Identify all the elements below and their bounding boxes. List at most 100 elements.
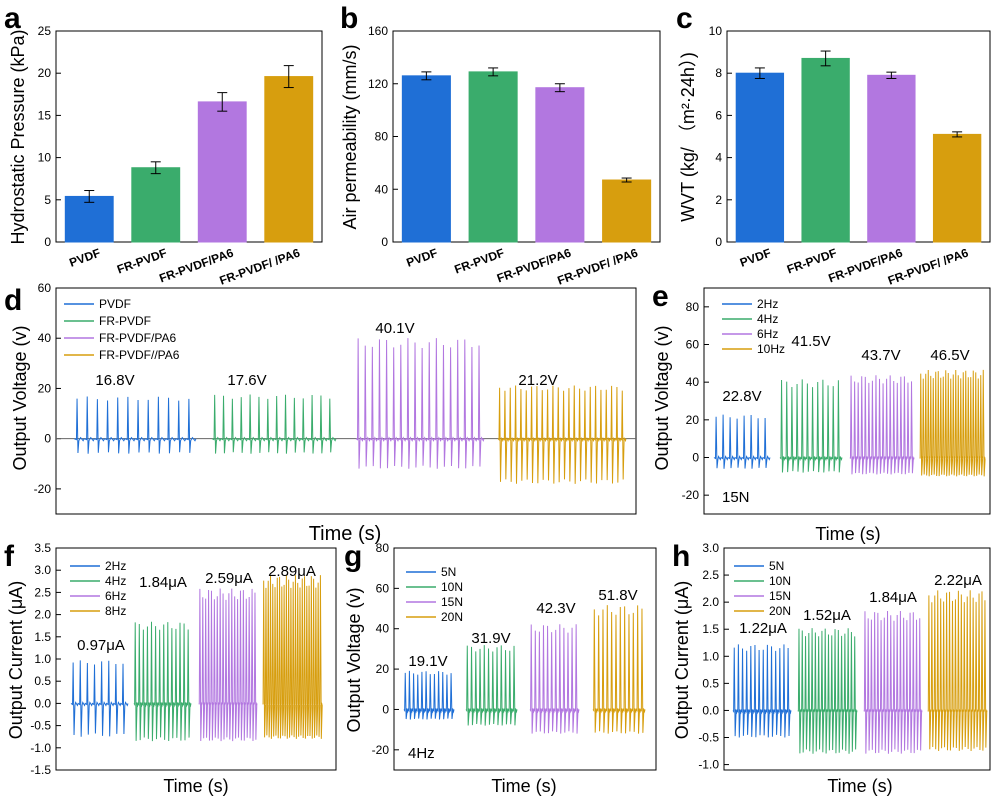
panel-letter-d: d <box>4 284 22 317</box>
y-tick-label: 20 <box>38 381 52 395</box>
signal-trace <box>70 660 129 737</box>
peak-label: 2.59μA <box>205 570 253 587</box>
y-axis-label-a: Hydrostatic Pressure (kPa) <box>8 29 28 244</box>
y-tick-label: 2 <box>715 193 722 207</box>
x-axis-label-d: Time (s) <box>309 523 382 545</box>
y-tick-label: -20 <box>34 482 52 496</box>
signal-trace <box>713 414 771 469</box>
panel-e: e Output Voltage (v) Time (s) 15N -20 0 20… <box>652 280 991 544</box>
signal-trace <box>919 369 986 477</box>
y-tick-label: -0.5 <box>698 731 719 745</box>
y-tick-label: 10 <box>709 24 723 38</box>
y-tick-label: 2.0 <box>34 608 51 622</box>
bar <box>131 167 181 243</box>
y-tick-label: 0.0 <box>34 696 51 710</box>
peak-label: 1.22μA <box>739 620 787 637</box>
y-tick-label: 3.0 <box>702 541 719 555</box>
panel-letter-h: h <box>672 540 690 573</box>
y-tick-label: 0 <box>44 235 51 249</box>
peak-label: 1.52μA <box>803 607 851 624</box>
bar <box>801 57 850 243</box>
bar <box>602 179 652 243</box>
legend-label: 15N <box>769 589 791 603</box>
y-axis-label-d: Output Voltage (v) <box>10 325 30 470</box>
legend-label: 6Hz <box>757 327 778 341</box>
y-tick-label: 2.5 <box>702 568 719 582</box>
signal-trace <box>797 628 858 754</box>
peak-label: 46.5V <box>930 347 969 364</box>
y-tick-label: 20 <box>38 66 52 80</box>
panel-h: h Output Current (μA) Time (s) -1.0 -0.5 0… <box>672 540 991 796</box>
legend-label: FR-PVDF <box>99 314 151 328</box>
y-tick-label: 5 <box>44 193 51 207</box>
y-tick-label: -20 <box>682 488 700 502</box>
y-tick-label: 80 <box>375 130 389 144</box>
y-tick-label: -1.0 <box>698 758 719 772</box>
y-axis-label-b: Air permeability (mm/s) <box>340 44 360 229</box>
signal-trace <box>355 338 485 469</box>
legend-label: 5N <box>441 565 456 579</box>
peak-label: 1.84μA <box>869 589 917 606</box>
signal-trace <box>73 396 197 454</box>
condition-note-e: 15N <box>722 489 750 506</box>
condition-note-g: 4Hz <box>408 745 435 762</box>
y-axis-label-c: WVT (kg/ （m²·24h）) <box>678 52 698 222</box>
plot-frame-a <box>55 30 323 243</box>
y-tick-label: 8 <box>715 66 722 80</box>
y-tick-label: 0 <box>44 432 51 446</box>
y-tick-label: 2.5 <box>34 585 51 599</box>
signal-trace <box>927 590 988 752</box>
legend-label: PVDF <box>99 297 131 311</box>
legend-label: 4Hz <box>757 312 778 326</box>
y-axis-label-g: Output Voltage (v) <box>344 587 364 732</box>
legend-label: 4Hz <box>105 574 126 588</box>
plot-frame-d <box>55 287 637 515</box>
y-tick-label: 60 <box>686 338 700 352</box>
category-label: PVDF <box>405 246 440 270</box>
y-tick-label: 0 <box>382 702 389 716</box>
signal-trace <box>133 621 192 742</box>
x-axis-label-f: Time (s) <box>163 776 228 796</box>
bar <box>468 71 518 243</box>
peak-label: 43.7V <box>861 347 900 364</box>
y-tick-label: 40 <box>686 375 700 389</box>
y-tick-label: -1.5 <box>30 763 51 777</box>
y-tick-label: 3.0 <box>34 563 51 577</box>
signal-trace <box>779 379 843 473</box>
legend-label: 2Hz <box>105 559 126 573</box>
y-tick-label: 0 <box>715 235 722 249</box>
signal-trace <box>465 645 518 726</box>
y-tick-label: 4 <box>715 151 722 165</box>
y-tick-label: 3.5 <box>34 541 51 555</box>
bar <box>535 87 585 243</box>
y-tick-label: 40 <box>376 622 390 636</box>
legend-label: 20N <box>769 604 791 618</box>
y-tick-label: 1.5 <box>34 630 51 644</box>
plot-frame-e <box>703 287 991 515</box>
y-tick-label: 0.0 <box>702 703 719 717</box>
signal-trace <box>849 375 915 475</box>
signal-trace <box>732 644 792 738</box>
bar <box>197 101 247 243</box>
legend-label: 15N <box>441 595 463 609</box>
peak-label: 42.3V <box>536 600 575 617</box>
peak-label: 40.1V <box>375 320 414 337</box>
y-tick-label: 40 <box>375 182 389 196</box>
signal-trace <box>262 575 323 739</box>
signal-trace <box>592 605 646 734</box>
y-tick-label: 2.0 <box>702 595 719 609</box>
y-tick-label: 25 <box>38 24 52 38</box>
legend-label: 2Hz <box>757 297 778 311</box>
bar <box>401 75 451 243</box>
peak-label: 51.8V <box>598 587 637 604</box>
y-tick-label: 60 <box>38 281 52 295</box>
y-tick-label: 0.5 <box>702 676 719 690</box>
x-axis-label-e: Time (s) <box>815 524 880 544</box>
y-tick-label: 80 <box>376 541 390 555</box>
legend-label: 20N <box>441 610 463 624</box>
y-tick-label: 10 <box>38 151 52 165</box>
y-tick-label: 60 <box>376 581 390 595</box>
legend-label: 10Hz <box>757 342 785 356</box>
